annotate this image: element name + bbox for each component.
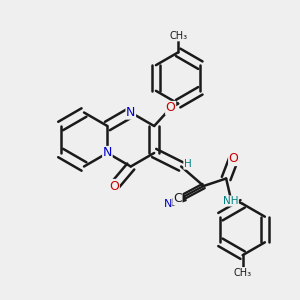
Text: CH₃: CH₃ (234, 268, 252, 278)
Text: O: O (166, 101, 176, 115)
Text: O: O (109, 179, 119, 193)
Text: N: N (164, 199, 172, 209)
Text: O: O (229, 152, 238, 166)
Text: H: H (184, 159, 192, 169)
Text: CH₃: CH₃ (169, 31, 187, 41)
Text: N: N (126, 106, 136, 119)
Text: NH: NH (223, 196, 239, 206)
Text: C: C (173, 191, 182, 205)
Text: N: N (103, 146, 112, 160)
